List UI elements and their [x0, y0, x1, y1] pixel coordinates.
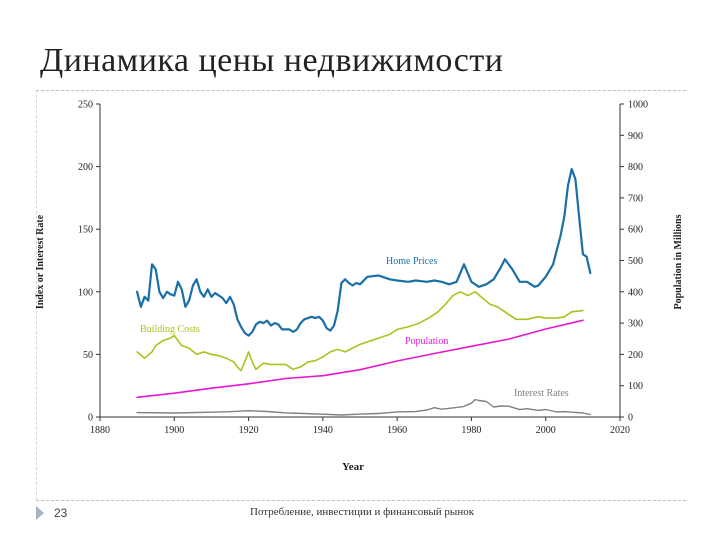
- y-left-tick-label: 150: [78, 225, 93, 236]
- y-left-tick-label: 250: [78, 100, 93, 111]
- series-line-interest-rates: [136, 398, 591, 416]
- left-guide-line: [36, 90, 37, 500]
- series-line-population: [136, 319, 584, 399]
- series-label-population: Population: [405, 336, 448, 347]
- x-tick-label: 1960: [387, 425, 407, 436]
- bottom-divider: [36, 500, 686, 501]
- y-left-tick-label: 0: [88, 413, 93, 424]
- x-tick-label: 1880: [90, 425, 110, 436]
- page-number: 23: [54, 506, 68, 520]
- slide-title: Динамика цены недвижимости: [40, 42, 504, 79]
- x-axis-label: Year: [342, 461, 364, 473]
- y-right-tick-label: 300: [628, 319, 643, 330]
- y-left-tick-label: 50: [83, 350, 93, 361]
- y-right-tick-label: 0: [628, 413, 633, 424]
- series-label-home-prices: Home Prices: [386, 256, 437, 267]
- y-right-tick-label: 500: [628, 256, 643, 267]
- y-right-tick-label: 900: [628, 131, 643, 142]
- y-left-tick-label: 200: [78, 162, 93, 173]
- y-left-tick-label: 100: [78, 287, 93, 298]
- y-right-tick-label: 600: [628, 225, 643, 236]
- series-label-building-costs: Building Costs: [140, 324, 200, 335]
- y-right-tick-label: 700: [628, 193, 643, 204]
- y-right-tick-label: 200: [628, 350, 643, 361]
- y-axis-label-right: Population in Millions: [673, 214, 684, 309]
- x-tick-label: 2020: [610, 425, 630, 436]
- x-tick-label: 1900: [164, 425, 184, 436]
- y-right-tick-label: 100: [628, 381, 643, 392]
- y-right-tick-label: 1000: [628, 100, 648, 111]
- top-divider: [36, 90, 686, 91]
- x-tick-label: 1940: [313, 425, 333, 436]
- y-axis-label-left: Index or Interest Rate: [35, 214, 46, 309]
- series-line-home-prices: [136, 168, 592, 337]
- chart: 1880 1900 1920 1940 1960 1980 2000 202005010015…: [35, 100, 684, 474]
- x-tick-label: 1980: [461, 425, 481, 436]
- x-tick-label: 2000: [536, 425, 556, 436]
- page-marker-icon: [36, 506, 44, 520]
- y-right-tick-label: 400: [628, 287, 643, 298]
- x-tick-label: 1920: [239, 425, 259, 436]
- footer-caption: Потребление, инвестиции и финансовый рын…: [250, 506, 475, 518]
- series-line-building-costs: [136, 290, 584, 372]
- series-label-interest-rates: Interest Rates: [514, 388, 569, 399]
- y-right-tick-label: 800: [628, 162, 643, 173]
